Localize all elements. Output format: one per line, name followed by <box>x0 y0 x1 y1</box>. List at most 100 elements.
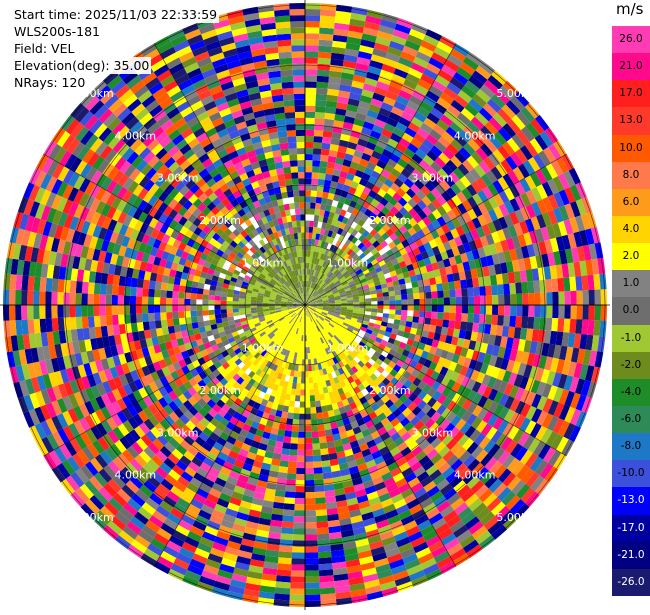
velocity-cell <box>297 371 301 377</box>
velocity-cell <box>293 413 299 420</box>
velocity-cell <box>214 300 220 305</box>
velocity-cell <box>466 279 473 289</box>
velocity-cell <box>295 498 305 504</box>
velocity-cell <box>46 318 53 332</box>
velocity-cell <box>455 289 462 298</box>
velocity-cell <box>570 291 576 305</box>
velocity-cell <box>320 155 328 162</box>
velocity-cell <box>407 310 414 316</box>
velocity-cell <box>308 365 312 371</box>
velocity-cell <box>64 317 71 330</box>
velocity-cell <box>320 448 328 455</box>
velocity-cell <box>294 504 305 510</box>
velocity-cell <box>45 291 51 305</box>
velocity-cell <box>313 461 322 468</box>
velocity-cell <box>208 300 214 305</box>
velocity-cell <box>442 320 449 328</box>
velocity-cell <box>305 251 308 257</box>
velocity-cell <box>305 178 312 184</box>
velocity-cell <box>402 300 408 305</box>
velocity-cell <box>305 63 318 69</box>
velocity-cell <box>196 310 203 316</box>
velocity-cell <box>299 359 303 365</box>
velocity-cell <box>401 289 408 295</box>
velocity-cell <box>239 302 245 306</box>
velocity-cell <box>154 297 160 305</box>
velocity-cell <box>202 300 208 305</box>
velocity-cell <box>435 276 442 284</box>
velocity-cell <box>486 305 492 315</box>
velocity-cell <box>142 297 148 306</box>
velocity-cell <box>173 318 180 326</box>
velocity-cell <box>178 305 184 312</box>
velocity-cell <box>324 423 332 430</box>
velocity-cell <box>326 168 334 175</box>
velocity-cell <box>305 69 317 75</box>
velocity-cell <box>285 424 292 431</box>
velocity-cell <box>315 401 321 408</box>
velocity-cell <box>319 167 327 174</box>
velocity-cell <box>179 318 186 325</box>
velocity-cell <box>305 576 320 582</box>
velocity-cell <box>527 281 534 293</box>
velocity-cell <box>251 305 257 308</box>
velocity-cell <box>432 305 438 312</box>
velocity-cell <box>203 289 210 295</box>
velocity-cell <box>449 289 456 297</box>
velocity-cell <box>305 136 314 142</box>
velocity-cell <box>64 280 71 293</box>
velocity-cell <box>546 292 552 305</box>
velocity-cell <box>281 448 289 455</box>
velocity-cell <box>94 305 100 316</box>
velocity-cell <box>527 317 534 329</box>
velocity-cell <box>251 302 257 305</box>
velocity-cell <box>118 295 124 305</box>
velocity-cell <box>309 383 314 389</box>
velocity-cell <box>227 309 233 313</box>
velocity-cell <box>137 279 144 289</box>
velocity-cell <box>498 305 504 315</box>
velocity-cell <box>130 296 136 305</box>
velocity-cell <box>290 395 296 402</box>
velocity-cell <box>154 305 160 313</box>
velocity-cell <box>166 291 173 299</box>
velocity-cell <box>305 75 317 81</box>
velocity-cell <box>515 282 522 294</box>
velocity-cell <box>359 308 365 312</box>
velocity-cell <box>311 413 317 420</box>
velocity-cell <box>492 305 498 315</box>
velocity-cell <box>314 473 323 480</box>
velocity-cell <box>305 130 314 136</box>
velocity-cell <box>528 293 534 305</box>
velocity-cell <box>298 426 305 432</box>
velocity-cell <box>395 290 402 296</box>
velocity-cell <box>533 280 540 293</box>
velocity-cell <box>474 305 480 314</box>
velocity-cell <box>305 486 315 492</box>
velocity-cell <box>317 64 330 71</box>
velocity-cell <box>365 302 371 306</box>
velocity-cell <box>318 58 331 65</box>
velocity-cell <box>82 316 89 328</box>
velocity-cell <box>539 280 546 293</box>
velocity-cell <box>456 305 462 313</box>
velocity-cell <box>305 474 314 480</box>
velocity-cell <box>52 279 59 293</box>
velocity-cell <box>316 515 328 522</box>
velocity-cell <box>315 106 326 113</box>
velocity-cell <box>319 34 334 41</box>
velocity-cell <box>540 305 546 318</box>
velocity-cell <box>318 430 326 437</box>
velocity-cell <box>9 290 16 306</box>
velocity-cell <box>534 293 540 305</box>
velocity-cell <box>595 290 602 306</box>
velocity-cell <box>377 309 383 313</box>
velocity-cell <box>221 309 227 314</box>
velocity-cell <box>94 294 100 305</box>
velocity-cell <box>423 324 430 332</box>
velocity-cell <box>300 389 305 395</box>
velocity-cell <box>305 172 312 178</box>
velocity-cell <box>131 323 138 333</box>
velocity-cell <box>155 320 162 328</box>
velocity-cell <box>485 285 492 295</box>
